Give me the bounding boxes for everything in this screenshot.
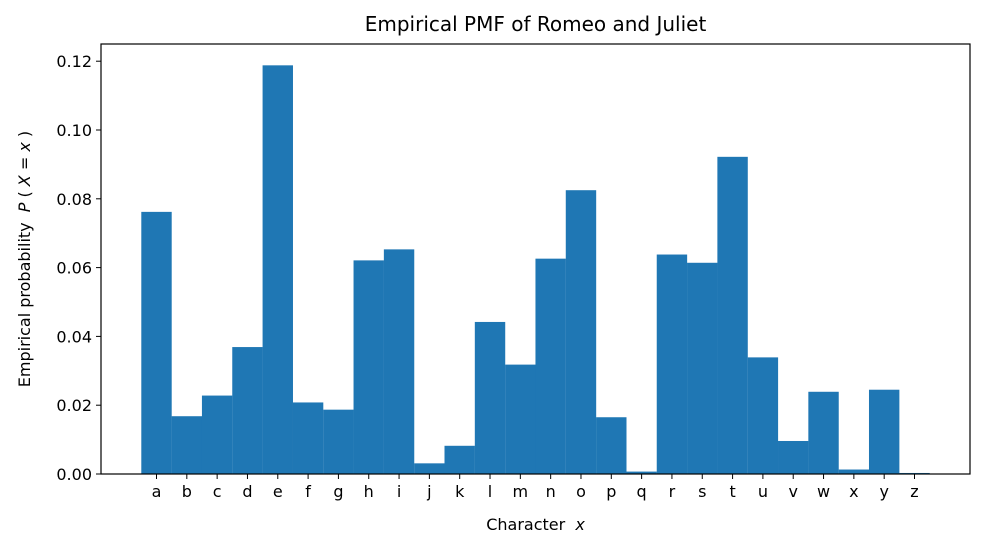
- y-axis-label-fn: P: [15, 202, 34, 212]
- chart-title: Empirical PMF of Romeo and Juliet: [365, 12, 707, 36]
- x-tick-label-c: c: [213, 482, 222, 501]
- x-tick-label-r: r: [669, 482, 676, 501]
- x-tick-label-g: g: [333, 482, 343, 501]
- y-axis-label-var1: X: [15, 174, 34, 187]
- bar-u: [747, 357, 779, 474]
- y-tick-label: 0.00: [56, 465, 92, 484]
- x-tick-label-k: k: [455, 482, 465, 501]
- y-tick-label: 0.04: [56, 327, 92, 346]
- x-tick-label-h: h: [364, 482, 374, 501]
- bar-k: [444, 445, 475, 474]
- x-tick-label-t: t: [729, 482, 735, 501]
- bars-group: [141, 65, 930, 474]
- x-tick-label-i: i: [397, 482, 401, 501]
- bar-e: [262, 65, 293, 474]
- y-axis-label-close: ): [15, 131, 34, 137]
- x-tick-label-l: l: [488, 482, 492, 501]
- bar-r: [656, 254, 688, 474]
- x-tick-label-a: a: [152, 482, 162, 501]
- y-axis-label-open: (: [15, 191, 34, 197]
- x-axis-label-var: x: [574, 515, 585, 534]
- x-axis-label-text: Character: [486, 515, 565, 534]
- bar-x: [838, 469, 870, 474]
- y-axis-label-var2: x: [15, 142, 34, 153]
- x-tick-label-b: b: [182, 482, 192, 501]
- x-tick-label-y: y: [879, 482, 888, 501]
- x-tick-label-u: u: [758, 482, 768, 501]
- bar-p: [596, 417, 627, 474]
- x-tick-label-m: m: [513, 482, 529, 501]
- y-axis-label: Empirical probability P ( X = x ): [15, 131, 34, 387]
- bar-l: [474, 321, 506, 474]
- bar-f: [292, 402, 324, 474]
- bar-t: [717, 156, 748, 474]
- y-tick-label: 0.08: [56, 190, 92, 209]
- x-tick-label-x: x: [849, 482, 858, 501]
- y-tick-label: 0.10: [56, 121, 92, 140]
- bar-n: [535, 258, 566, 474]
- x-tick-label-n: n: [546, 482, 556, 501]
- x-tick-label-f: f: [305, 482, 311, 501]
- y-axis-label-text: Empirical probability: [15, 222, 34, 387]
- y-tick-label: 0.02: [56, 396, 92, 415]
- bar-m: [505, 364, 536, 474]
- bar-i: [383, 249, 415, 474]
- x-tick-label-p: p: [606, 482, 616, 501]
- bar-h: [353, 260, 384, 474]
- x-tick-label-s: s: [698, 482, 706, 501]
- x-tick-label-q: q: [637, 482, 647, 501]
- x-tick-label-v: v: [788, 482, 797, 501]
- y-ticks-group: 0.00 0.02 0.04 0.06 0.08 0.10 0.12: [56, 52, 101, 484]
- bar-b: [171, 416, 203, 474]
- x-tick-label-d: d: [242, 482, 252, 501]
- bar-g: [323, 409, 354, 474]
- bar-a: [141, 211, 172, 474]
- bar-q: [626, 471, 657, 474]
- x-tick-label-o: o: [576, 482, 586, 501]
- y-tick-label: 0.12: [56, 52, 92, 71]
- x-tick-label-w: w: [817, 482, 830, 501]
- bar-w: [808, 391, 839, 474]
- plot-frame: [100, 43, 971, 475]
- bar-j: [414, 463, 445, 474]
- bar-o: [565, 190, 597, 474]
- x-tick-label-z: z: [910, 482, 918, 501]
- bar-d: [232, 347, 263, 474]
- y-axis-label-eq: =: [15, 152, 34, 171]
- bar-s: [687, 262, 718, 474]
- x-tick-label-e: e: [273, 482, 283, 501]
- x-axis-label: Character x: [486, 515, 585, 534]
- bar-y: [868, 389, 900, 474]
- bar-c: [201, 395, 233, 474]
- y-tick-label: 0.06: [56, 259, 92, 278]
- bar-v: [778, 440, 809, 474]
- x-tick-label-j: j: [426, 482, 431, 501]
